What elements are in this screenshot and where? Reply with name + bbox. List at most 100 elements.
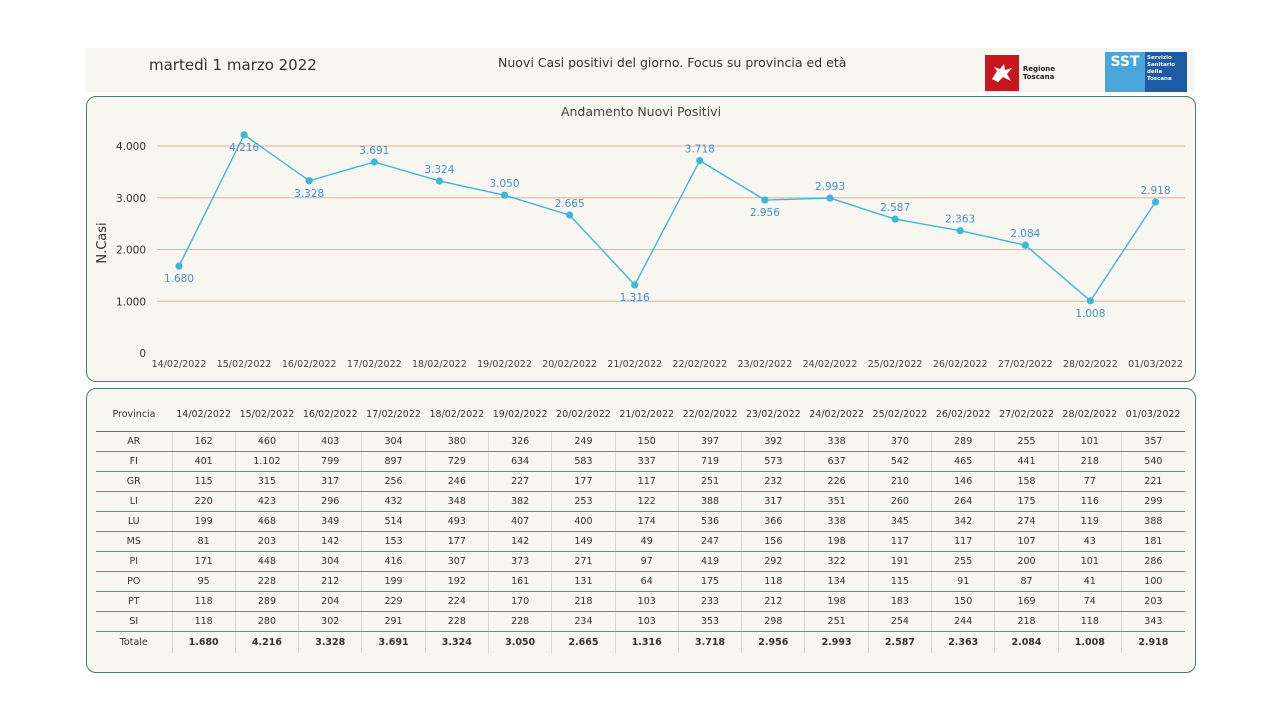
data-point <box>1086 297 1094 305</box>
table-cell: 228 <box>487 611 552 632</box>
table-cell: 419 <box>677 551 742 572</box>
x-tick-label: 25/02/2022 <box>868 359 923 370</box>
x-tick-label: 26/02/2022 <box>933 359 988 370</box>
table-cell: 338 <box>804 431 869 452</box>
table-cell: 448 <box>234 551 299 572</box>
province-name: LI <box>96 491 172 512</box>
table-cell: 212 <box>298 571 362 592</box>
table-cell: 3.328 <box>298 631 362 653</box>
y-tick-label: 1.000 <box>116 296 146 308</box>
table-cell: 388 <box>1120 511 1185 532</box>
data-point <box>500 191 509 199</box>
table-cell: 234 <box>551 611 616 632</box>
table-cell: 200 <box>994 551 1059 572</box>
header-provincia: Provincia <box>96 397 172 432</box>
x-tick-label: 01/03/2022 <box>1128 359 1183 370</box>
data-point <box>305 177 313 185</box>
data-label: 2.993 <box>815 181 845 193</box>
data-point <box>826 194 834 202</box>
table-row: LI 220 423 296 432 348 382 253 122 388 317 351 260 26… <box>96 491 1185 512</box>
table-cell: 392 <box>741 431 805 452</box>
table-cell: 229 <box>361 591 426 612</box>
data-point <box>435 177 443 185</box>
table-cell: 251 <box>804 611 869 632</box>
x-tick-label: 14/02/2022 <box>152 359 207 370</box>
data-point <box>956 227 964 235</box>
table-cell: 403 <box>298 431 362 452</box>
table-cell: 150 <box>614 431 679 452</box>
table-cell: 210 <box>867 471 932 492</box>
sst-logo-text: Servizio Sanitario della Toscana <box>1145 52 1187 92</box>
table-cell: 2.956 <box>741 631 805 653</box>
table-cell: 115 <box>867 571 932 592</box>
header-date: 19/02/2022 <box>488 397 552 432</box>
table-cell: 460 <box>234 431 299 452</box>
province-name: AR <box>96 431 172 452</box>
table-cell: 149 <box>551 531 616 552</box>
table-cell: 468 <box>234 511 299 532</box>
table-cell: 95 <box>171 571 236 592</box>
table-cell: 260 <box>867 491 932 512</box>
table-cell: 115 <box>171 471 236 492</box>
table-cell: 299 <box>1120 491 1185 512</box>
table-cell: 322 <box>804 551 869 572</box>
table-cell: 81 <box>171 531 236 552</box>
table-row: SI 118 280 302 291 228 228 234 103 353 298 251 254 24… <box>96 611 1185 632</box>
table-cell: 146 <box>931 471 995 492</box>
table-total-row: Totale 1.680 4.216 3.328 3.691 3.324 3.050 2.66… <box>96 631 1185 653</box>
data-label: 2.084 <box>1010 228 1040 240</box>
table-cell: 118 <box>1057 611 1122 632</box>
table-cell: 583 <box>551 451 616 472</box>
data-label: 2.918 <box>1140 185 1170 197</box>
data-label: 3.050 <box>489 178 519 190</box>
table-cell: 493 <box>424 511 489 532</box>
table-cell: 4.216 <box>234 631 299 653</box>
table-cell: 254 <box>867 611 932 632</box>
header-date: 15/02/2022 <box>235 397 299 432</box>
table-cell: 218 <box>551 591 616 612</box>
table-cell: 142 <box>487 531 552 552</box>
table-cell: 264 <box>931 491 995 512</box>
table-cell: 298 <box>741 611 805 632</box>
table-cell: 171 <box>171 551 236 572</box>
table-cell: 307 <box>424 551 489 572</box>
table-cell: 465 <box>931 451 995 472</box>
x-tick-label: 20/02/2022 <box>542 359 597 370</box>
table-cell: 407 <box>487 511 552 532</box>
table-cell: 220 <box>171 491 236 512</box>
table-cell: 3.050 <box>487 631 552 653</box>
table-cell: 432 <box>361 491 426 512</box>
table-cell: 228 <box>424 611 489 632</box>
province-name: PI <box>96 551 172 572</box>
table-cell: 101 <box>1057 551 1122 572</box>
table-cell: 244 <box>931 611 995 632</box>
table-cell: 228 <box>234 571 299 592</box>
table-cell: 2.587 <box>867 631 932 653</box>
table-cell: 514 <box>361 511 426 532</box>
table-cell: 97 <box>614 551 679 572</box>
table-cell: 256 <box>361 471 426 492</box>
table-cell: 174 <box>614 511 679 532</box>
sst-logo-mark: SST <box>1105 52 1145 92</box>
table-cell: 122 <box>614 491 679 512</box>
table-cell: 183 <box>867 591 932 612</box>
header-date: 18/02/2022 <box>425 397 489 432</box>
table-cell: 64 <box>614 571 679 592</box>
table-cell: 117 <box>931 531 995 552</box>
header-date: 26/02/2022 <box>931 397 995 432</box>
province-table: Provincia 14/02/2022 15/02/2022 16/02/2022… <box>96 397 1185 653</box>
y-tick-label: 4.000 <box>116 141 146 153</box>
table-cell: 226 <box>804 471 869 492</box>
table-cell: 246 <box>424 471 489 492</box>
table-cell: 370 <box>867 431 932 452</box>
header-date: 24/02/2022 <box>804 397 869 432</box>
table-cell: 158 <box>994 471 1059 492</box>
table-header-row: Provincia 14/02/2022 15/02/2022 16/02/2022… <box>96 397 1185 432</box>
table-cell: 161 <box>487 571 552 592</box>
table-cell: 181 <box>1120 531 1185 552</box>
table-cell: 49 <box>614 531 679 552</box>
table-cell: 198 <box>804 531 869 552</box>
y-tick-label: 3.000 <box>116 193 146 205</box>
table-cell: 253 <box>551 491 616 512</box>
table-cell: 103 <box>614 611 679 632</box>
